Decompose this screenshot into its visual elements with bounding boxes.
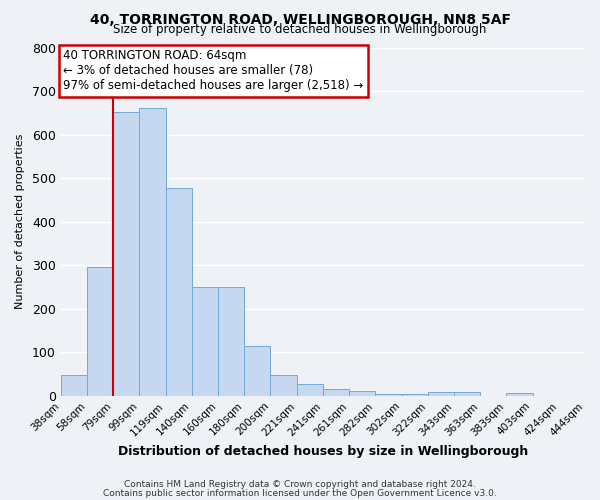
Bar xyxy=(87,268,113,396)
Bar xyxy=(376,394,401,396)
Bar xyxy=(61,376,87,396)
Bar xyxy=(113,112,139,396)
Y-axis label: Number of detached properties: Number of detached properties xyxy=(15,134,25,310)
Text: Size of property relative to detached houses in Wellingborough: Size of property relative to detached ho… xyxy=(113,22,487,36)
Bar xyxy=(454,392,480,396)
Bar xyxy=(244,346,271,396)
Bar xyxy=(296,384,323,396)
Text: Contains HM Land Registry data © Crown copyright and database right 2024.: Contains HM Land Registry data © Crown c… xyxy=(124,480,476,489)
Bar xyxy=(271,374,296,396)
Bar xyxy=(428,392,454,396)
X-axis label: Distribution of detached houses by size in Wellingborough: Distribution of detached houses by size … xyxy=(118,444,528,458)
Text: Contains public sector information licensed under the Open Government Licence v3: Contains public sector information licen… xyxy=(103,489,497,498)
Bar xyxy=(139,108,166,396)
Bar xyxy=(401,394,428,396)
Bar xyxy=(323,390,349,396)
Text: 40 TORRINGTON ROAD: 64sqm
← 3% of detached houses are smaller (78)
97% of semi-d: 40 TORRINGTON ROAD: 64sqm ← 3% of detach… xyxy=(64,49,364,92)
Bar xyxy=(506,393,533,396)
Bar xyxy=(349,392,376,396)
Text: 40, TORRINGTON ROAD, WELLINGBOROUGH, NN8 5AF: 40, TORRINGTON ROAD, WELLINGBOROUGH, NN8… xyxy=(89,12,511,26)
Bar xyxy=(192,286,218,396)
Bar xyxy=(166,188,192,396)
Bar xyxy=(218,286,244,396)
